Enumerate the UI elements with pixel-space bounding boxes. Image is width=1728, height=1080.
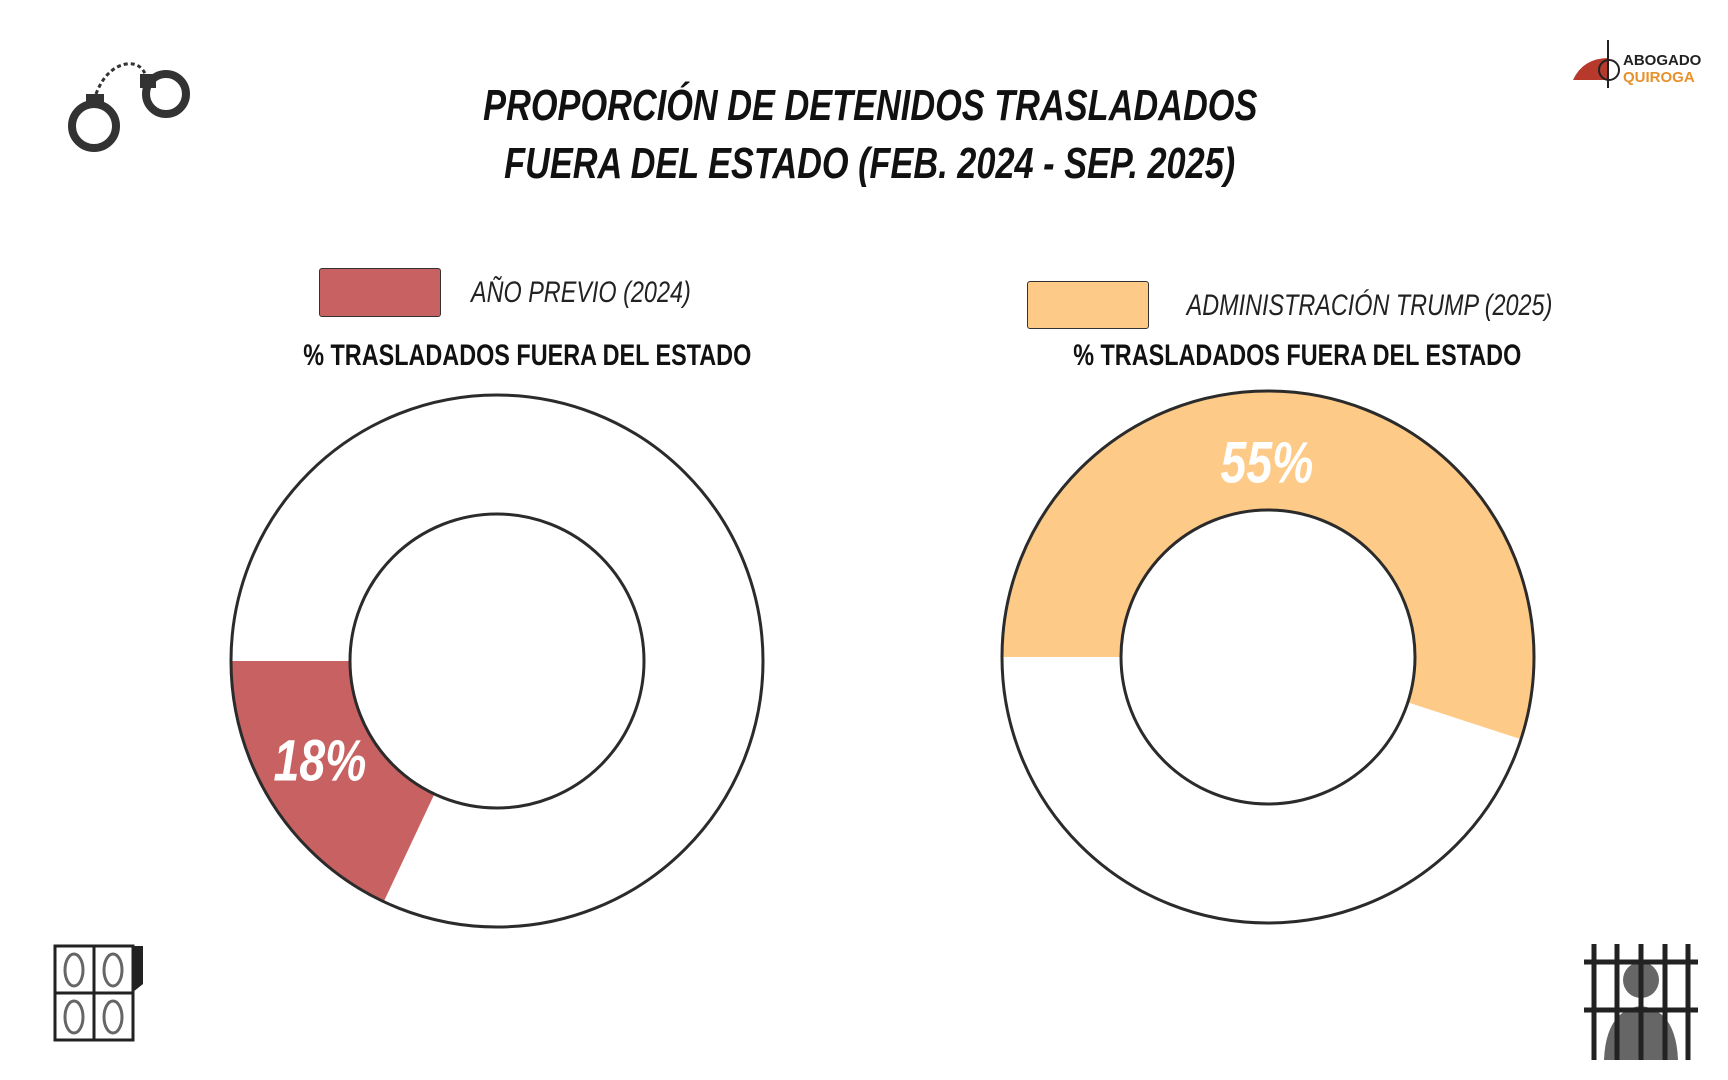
- donut-data-label: 55%: [1221, 430, 1314, 495]
- handcuffs-icon: [68, 62, 190, 152]
- legend-label-2024: AÑO PREVIO (2024): [470, 276, 691, 309]
- donut-outer-outline: [229, 393, 765, 929]
- abogado-quiroga-logo: ABOGADO QUIROGA: [1573, 40, 1702, 88]
- chart-title-line2: FUERA DEL ESTADO (FEB. 2024 - SEP. 2025): [504, 139, 1236, 188]
- prisoner-behind-bars-icon: [1584, 944, 1698, 1060]
- donut-value-slice: [231, 661, 435, 902]
- donut-value-slice: [1002, 391, 1534, 740]
- legend-label-2025: ADMINISTRACIÓN TRUMP (2025): [1186, 289, 1553, 322]
- donut-outer-outline: [1000, 389, 1536, 925]
- fingerprint-card-icon: [53, 944, 143, 1042]
- donut-inner-outline: [348, 512, 646, 810]
- donut-chart-1: 55%: [1000, 389, 1536, 925]
- svg-text:QUIROGA: QUIROGA: [1623, 69, 1695, 86]
- subtitle-2024: % TRASLADADOS FUERA DEL ESTADO: [303, 339, 752, 372]
- donut-chart-0: 18%: [229, 393, 765, 929]
- donut-data-label: 18%: [274, 728, 367, 793]
- subtitle-2025: % TRASLADADOS FUERA DEL ESTADO: [1073, 339, 1522, 372]
- legend-swatch-2024: [319, 268, 441, 317]
- donut-inner-outline: [1119, 508, 1417, 806]
- svg-text:ABOGADO: ABOGADO: [1623, 52, 1702, 69]
- legend-swatch-2025: [1027, 281, 1149, 329]
- chart-title-line1: PROPORCIÓN DE DETENIDOS TRASLADADOS: [482, 81, 1258, 130]
